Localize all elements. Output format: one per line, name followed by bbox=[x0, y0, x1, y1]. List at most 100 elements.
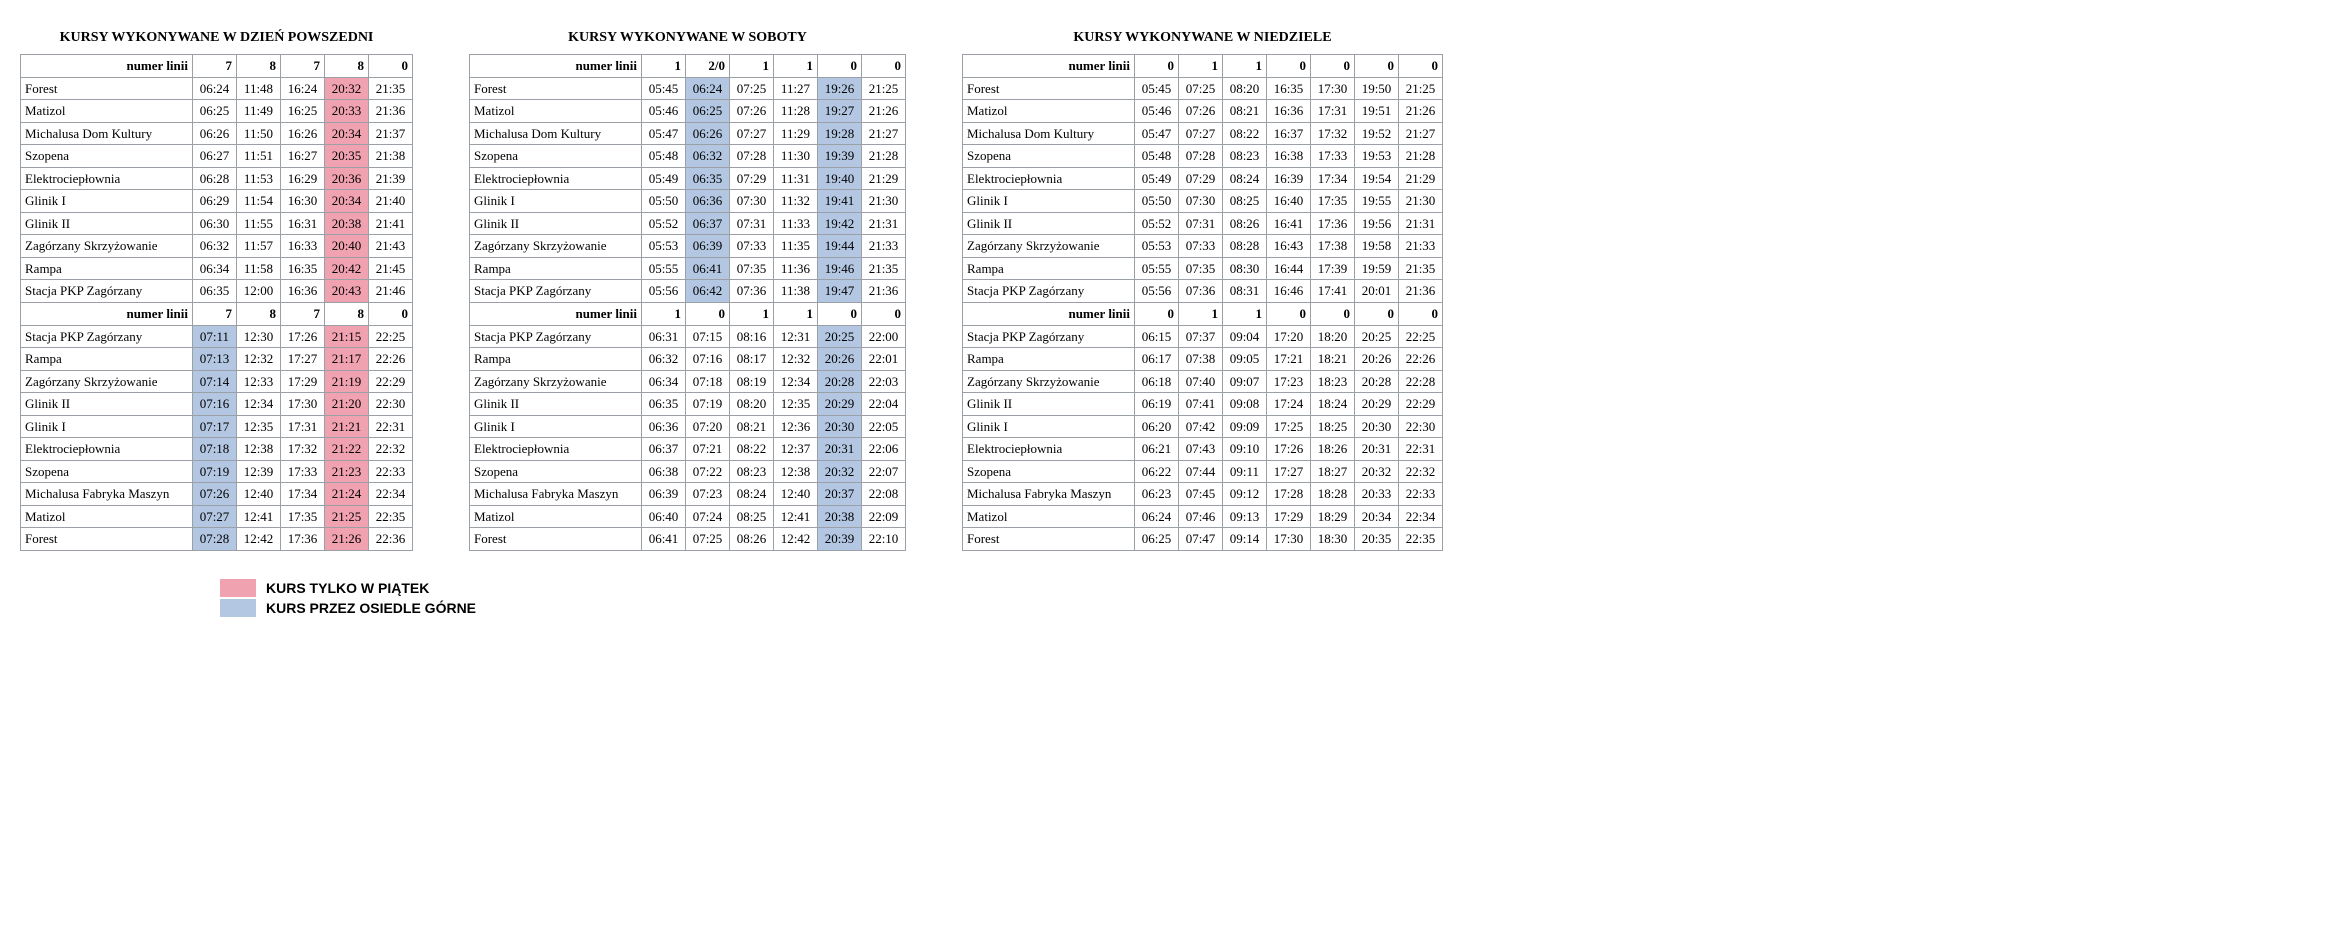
time-cell: 19:26 bbox=[818, 77, 862, 100]
time-cell: 21:26 bbox=[862, 100, 906, 123]
stop-name: Glinik II bbox=[963, 212, 1135, 235]
time-cell: 22:33 bbox=[1399, 483, 1443, 506]
time-cell: 12:42 bbox=[774, 528, 818, 551]
time-cell: 20:01 bbox=[1355, 280, 1399, 303]
time-cell: 11:30 bbox=[774, 145, 818, 168]
line-header-label: numer linii bbox=[470, 55, 642, 78]
time-cell: 17:30 bbox=[1267, 528, 1311, 551]
time-cell: 05:52 bbox=[642, 212, 686, 235]
timetable: numer linii12/01100Forest05:4506:2407:25… bbox=[469, 54, 906, 551]
time-cell: 19:58 bbox=[1355, 235, 1399, 258]
time-cell: 06:20 bbox=[1135, 415, 1179, 438]
line-number: 0 bbox=[1267, 303, 1311, 326]
table-row: Glinik II05:5207:3108:2616:4117:3619:562… bbox=[963, 212, 1443, 235]
time-cell: 07:43 bbox=[1179, 438, 1223, 461]
time-cell: 20:34 bbox=[325, 122, 369, 145]
line-header-label: numer linii bbox=[21, 55, 193, 78]
line-header-label: numer linii bbox=[470, 303, 642, 326]
table-row: Matizol05:4607:2608:2116:3617:3119:5121:… bbox=[963, 100, 1443, 123]
time-cell: 06:35 bbox=[686, 167, 730, 190]
time-cell: 17:25 bbox=[1267, 415, 1311, 438]
time-cell: 19:41 bbox=[818, 190, 862, 213]
time-cell: 12:00 bbox=[237, 280, 281, 303]
line-number: 1 bbox=[1223, 303, 1267, 326]
time-cell: 17:27 bbox=[281, 348, 325, 371]
time-cell: 21:35 bbox=[1399, 257, 1443, 280]
time-cell: 12:31 bbox=[774, 325, 818, 348]
time-cell: 20:43 bbox=[325, 280, 369, 303]
time-cell: 06:26 bbox=[193, 122, 237, 145]
time-cell: 06:32 bbox=[686, 145, 730, 168]
stop-name: Forest bbox=[470, 528, 642, 551]
time-cell: 06:29 bbox=[193, 190, 237, 213]
line-number-row: numer linii12/01100 bbox=[470, 55, 906, 78]
time-cell: 12:39 bbox=[237, 460, 281, 483]
time-cell: 19:42 bbox=[818, 212, 862, 235]
time-cell: 09:05 bbox=[1223, 348, 1267, 371]
stop-name: Stacja PKP Zagórzany bbox=[470, 325, 642, 348]
time-cell: 07:25 bbox=[1179, 77, 1223, 100]
line-number: 0 bbox=[818, 55, 862, 78]
time-cell: 21:40 bbox=[369, 190, 413, 213]
line-number: 0 bbox=[1355, 303, 1399, 326]
time-cell: 08:25 bbox=[1223, 190, 1267, 213]
table-row: Glinik I06:2007:4209:0917:2518:2520:3022… bbox=[963, 415, 1443, 438]
table-row: Szopena05:4807:2808:2316:3817:3319:5321:… bbox=[963, 145, 1443, 168]
time-cell: 22:00 bbox=[862, 325, 906, 348]
time-cell: 22:08 bbox=[862, 483, 906, 506]
time-cell: 05:49 bbox=[642, 167, 686, 190]
time-cell: 08:20 bbox=[730, 393, 774, 416]
line-number: 0 bbox=[369, 55, 413, 78]
time-cell: 05:55 bbox=[642, 257, 686, 280]
table-row: Stacja PKP Zagórzany07:1112:3017:2621:15… bbox=[21, 325, 413, 348]
time-cell: 22:25 bbox=[1399, 325, 1443, 348]
stop-name: Matizol bbox=[963, 100, 1135, 123]
time-cell: 22:29 bbox=[1399, 393, 1443, 416]
legend-swatch-blue bbox=[220, 599, 256, 617]
time-cell: 16:37 bbox=[1267, 122, 1311, 145]
time-cell: 09:10 bbox=[1223, 438, 1267, 461]
table-row: Glinik I05:5007:3008:2516:4017:3519:5521… bbox=[963, 190, 1443, 213]
line-number: 0 bbox=[686, 303, 730, 326]
stop-name: Stacja PKP Zagórzany bbox=[963, 325, 1135, 348]
line-number: 1 bbox=[642, 303, 686, 326]
time-cell: 11:48 bbox=[237, 77, 281, 100]
time-cell: 07:25 bbox=[686, 528, 730, 551]
stop-name: Elektrociepłownia bbox=[963, 167, 1135, 190]
time-cell: 05:45 bbox=[1135, 77, 1179, 100]
time-cell: 21:36 bbox=[862, 280, 906, 303]
time-cell: 20:31 bbox=[818, 438, 862, 461]
table-row: Rampa05:5506:4107:3511:3619:4621:35 bbox=[470, 257, 906, 280]
stop-name: Rampa bbox=[963, 348, 1135, 371]
line-number-row: numer linii78780 bbox=[21, 303, 413, 326]
time-cell: 20:33 bbox=[1355, 483, 1399, 506]
time-cell: 06:40 bbox=[642, 505, 686, 528]
stop-name: Szopena bbox=[470, 460, 642, 483]
time-cell: 21:39 bbox=[369, 167, 413, 190]
table-row: Matizol06:2407:4609:1317:2918:2920:3422:… bbox=[963, 505, 1443, 528]
line-number: 0 bbox=[1311, 303, 1355, 326]
time-cell: 17:32 bbox=[1311, 122, 1355, 145]
time-cell: 05:47 bbox=[1135, 122, 1179, 145]
time-cell: 17:21 bbox=[1267, 348, 1311, 371]
time-cell: 22:36 bbox=[369, 528, 413, 551]
table-row: Forest06:4107:2508:2612:4220:3922:10 bbox=[470, 528, 906, 551]
time-cell: 09:14 bbox=[1223, 528, 1267, 551]
legend-label: KURS TYLKO W PIĄTEK bbox=[266, 580, 429, 596]
time-cell: 20:37 bbox=[818, 483, 862, 506]
time-cell: 06:24 bbox=[1135, 505, 1179, 528]
stop-name: Stacja PKP Zagórzany bbox=[470, 280, 642, 303]
time-cell: 07:11 bbox=[193, 325, 237, 348]
time-cell: 16:46 bbox=[1267, 280, 1311, 303]
time-cell: 11:33 bbox=[774, 212, 818, 235]
time-cell: 19:27 bbox=[818, 100, 862, 123]
time-cell: 19:59 bbox=[1355, 257, 1399, 280]
stop-name: Szopena bbox=[963, 460, 1135, 483]
time-cell: 21:25 bbox=[1399, 77, 1443, 100]
timetable-panels: KURSY WYKONYWANE W DZIEŃ POWSZEDNInumer … bbox=[20, 30, 2312, 551]
table-row: Forest07:2812:4217:3621:2622:36 bbox=[21, 528, 413, 551]
line-number: 7 bbox=[193, 55, 237, 78]
time-cell: 19:51 bbox=[1355, 100, 1399, 123]
time-cell: 21:25 bbox=[862, 77, 906, 100]
time-cell: 07:28 bbox=[1179, 145, 1223, 168]
